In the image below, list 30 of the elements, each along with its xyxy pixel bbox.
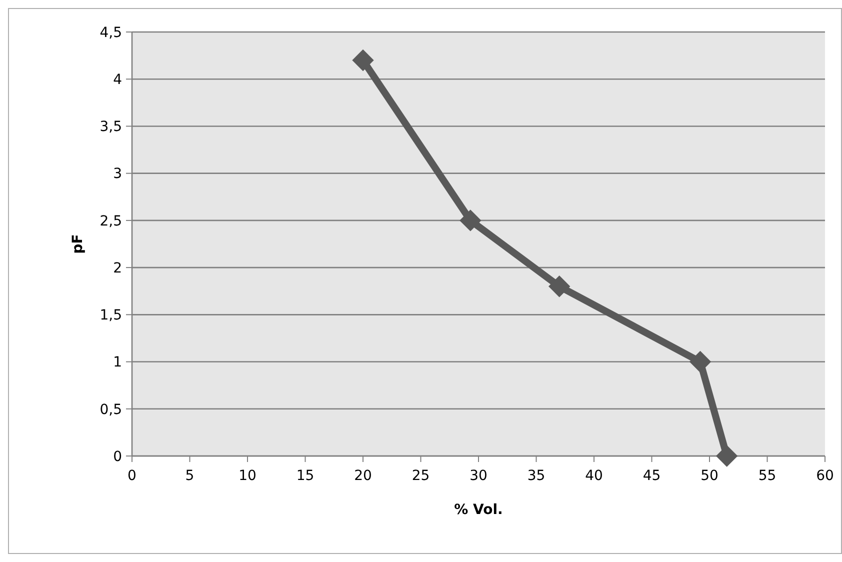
x-tick-label: 55 (758, 468, 776, 484)
y-tick-label: 1,5 (100, 308, 122, 324)
x-tick-label: 5 (185, 468, 194, 484)
y-tick-label: 0 (113, 448, 122, 465)
x-tick-label: 35 (527, 468, 546, 484)
point (716, 445, 738, 467)
x-tick-label: 40 (585, 468, 603, 484)
y-tick-label: 4 (113, 72, 122, 88)
y-tick-label: 2 (113, 260, 122, 276)
y-tick-label: 3 (113, 166, 122, 182)
point (460, 210, 482, 232)
y-tick-label: 0,5 (100, 402, 122, 418)
x-tick-label: 10 (238, 468, 256, 484)
x-tick-label: 30 (470, 468, 488, 484)
y-tick-label: 3,5 (100, 119, 122, 136)
point (548, 276, 570, 298)
x-tick-label: 15 (296, 468, 314, 484)
x-tick-label: 45 (642, 468, 661, 484)
x-axis-title: % Vol. (454, 502, 503, 518)
x-tick-label: 25 (412, 468, 430, 484)
y-tick-label: 4,5 (100, 24, 122, 41)
x-tick-label: 20 (354, 468, 372, 484)
x-tick-label: 0 (128, 468, 136, 484)
y-axis-title: pF (70, 234, 86, 254)
x-tick-label: 60 (816, 468, 834, 484)
y-tick-label: 1 (113, 354, 122, 371)
x-tick-label: 50 (700, 468, 718, 484)
point (352, 49, 374, 72)
point (689, 350, 712, 373)
y-tick-label: 2,5 (100, 213, 122, 230)
